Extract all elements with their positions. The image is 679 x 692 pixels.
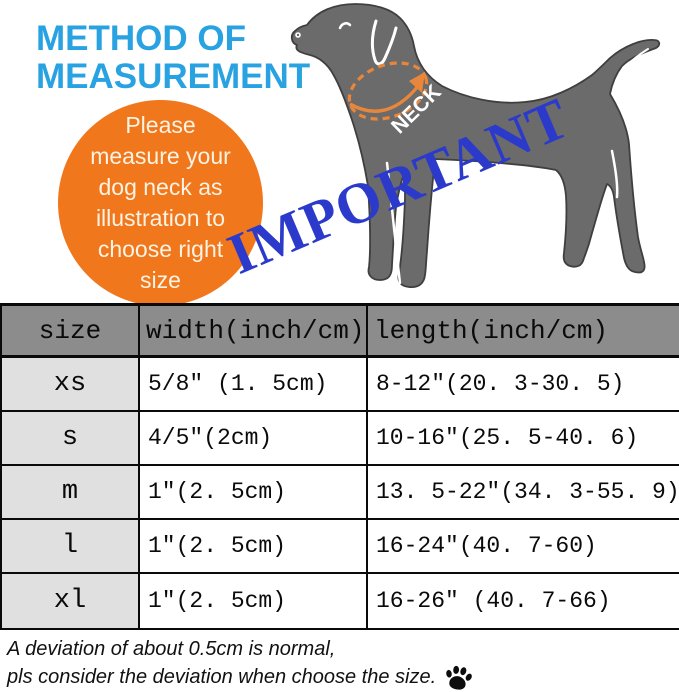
table-cell-width: 1″(2. 5cm) (140, 520, 368, 574)
tail-underside-line (615, 48, 649, 82)
page-title-line1: METHOD OF (36, 19, 246, 58)
bubble-line: choose right (97, 236, 224, 262)
bubble-line: measure your (90, 143, 231, 169)
table-cell-width: 4/5″(2cm) (140, 412, 368, 466)
deviation-note: A deviation of about 0.5cm is normal, pl… (7, 636, 473, 691)
neck-arrowhead-icon (409, 72, 425, 93)
hind-leg-separation-line (602, 204, 612, 264)
deviation-note-line2: pls consider the deviation when choose t… (7, 665, 437, 688)
dog-detail-lines (295, 19, 649, 285)
table-cell-size: xl (2, 574, 140, 628)
hind-leg-muscle-line (610, 149, 619, 199)
paw-print-icon (446, 665, 472, 690)
table-cell-length: 13. 5-22″(34. 3-55. 9) (368, 466, 679, 520)
table-cell-length: 16-26″ (40. 7-66) (368, 574, 679, 628)
table-cell-width: 1″(2. 5cm) (140, 574, 368, 628)
table-cell-size: l (2, 520, 140, 574)
size-table: size width(inch/cm) length(inch/cm) xs 5… (0, 303, 679, 630)
table-cell-size: m (2, 466, 140, 520)
table-header-size: size (2, 306, 140, 358)
bubble-line: illustration to (95, 205, 226, 231)
table-cell-size: s (2, 412, 140, 466)
table-cell-length: 16-24″(40. 7-60) (368, 520, 679, 574)
bubble-line: dog neck as (98, 174, 223, 200)
table-cell-length: 8-12″(20. 3-30. 5) (368, 358, 679, 412)
table-cell-size: xs (2, 358, 140, 412)
table-cell-width: 1″(2. 5cm) (140, 466, 368, 520)
neck-measure-ellipse-icon (347, 61, 429, 121)
front-leg-separation-line (385, 161, 402, 285)
bubble-line: size (140, 267, 181, 293)
instruction-bubble-text: Please measure your dog neck as illustra… (90, 110, 231, 296)
page-title-line2: MEASUREMENT (36, 57, 311, 96)
dog-silhouette-icon: NECK (290, 3, 661, 289)
table-header-length: length(inch/cm) (368, 306, 679, 358)
dog-eye-icon (338, 22, 352, 30)
dog-ear-icon (371, 19, 398, 66)
table-cell-width: 5/8″ (1. 5cm) (140, 358, 368, 412)
table-cell-length: 10-16″(25. 5-40. 6) (368, 412, 679, 466)
instruction-bubble: Please measure your dog neck as illustra… (58, 100, 263, 306)
dog-nostril-icon (295, 32, 301, 38)
page-title: METHOD OF MEASUREMENT (36, 20, 310, 96)
deviation-note-line1: A deviation of about 0.5cm is normal, (7, 638, 336, 660)
bubble-line: Please (125, 112, 196, 138)
table-header-width: width(inch/cm) (140, 306, 368, 358)
